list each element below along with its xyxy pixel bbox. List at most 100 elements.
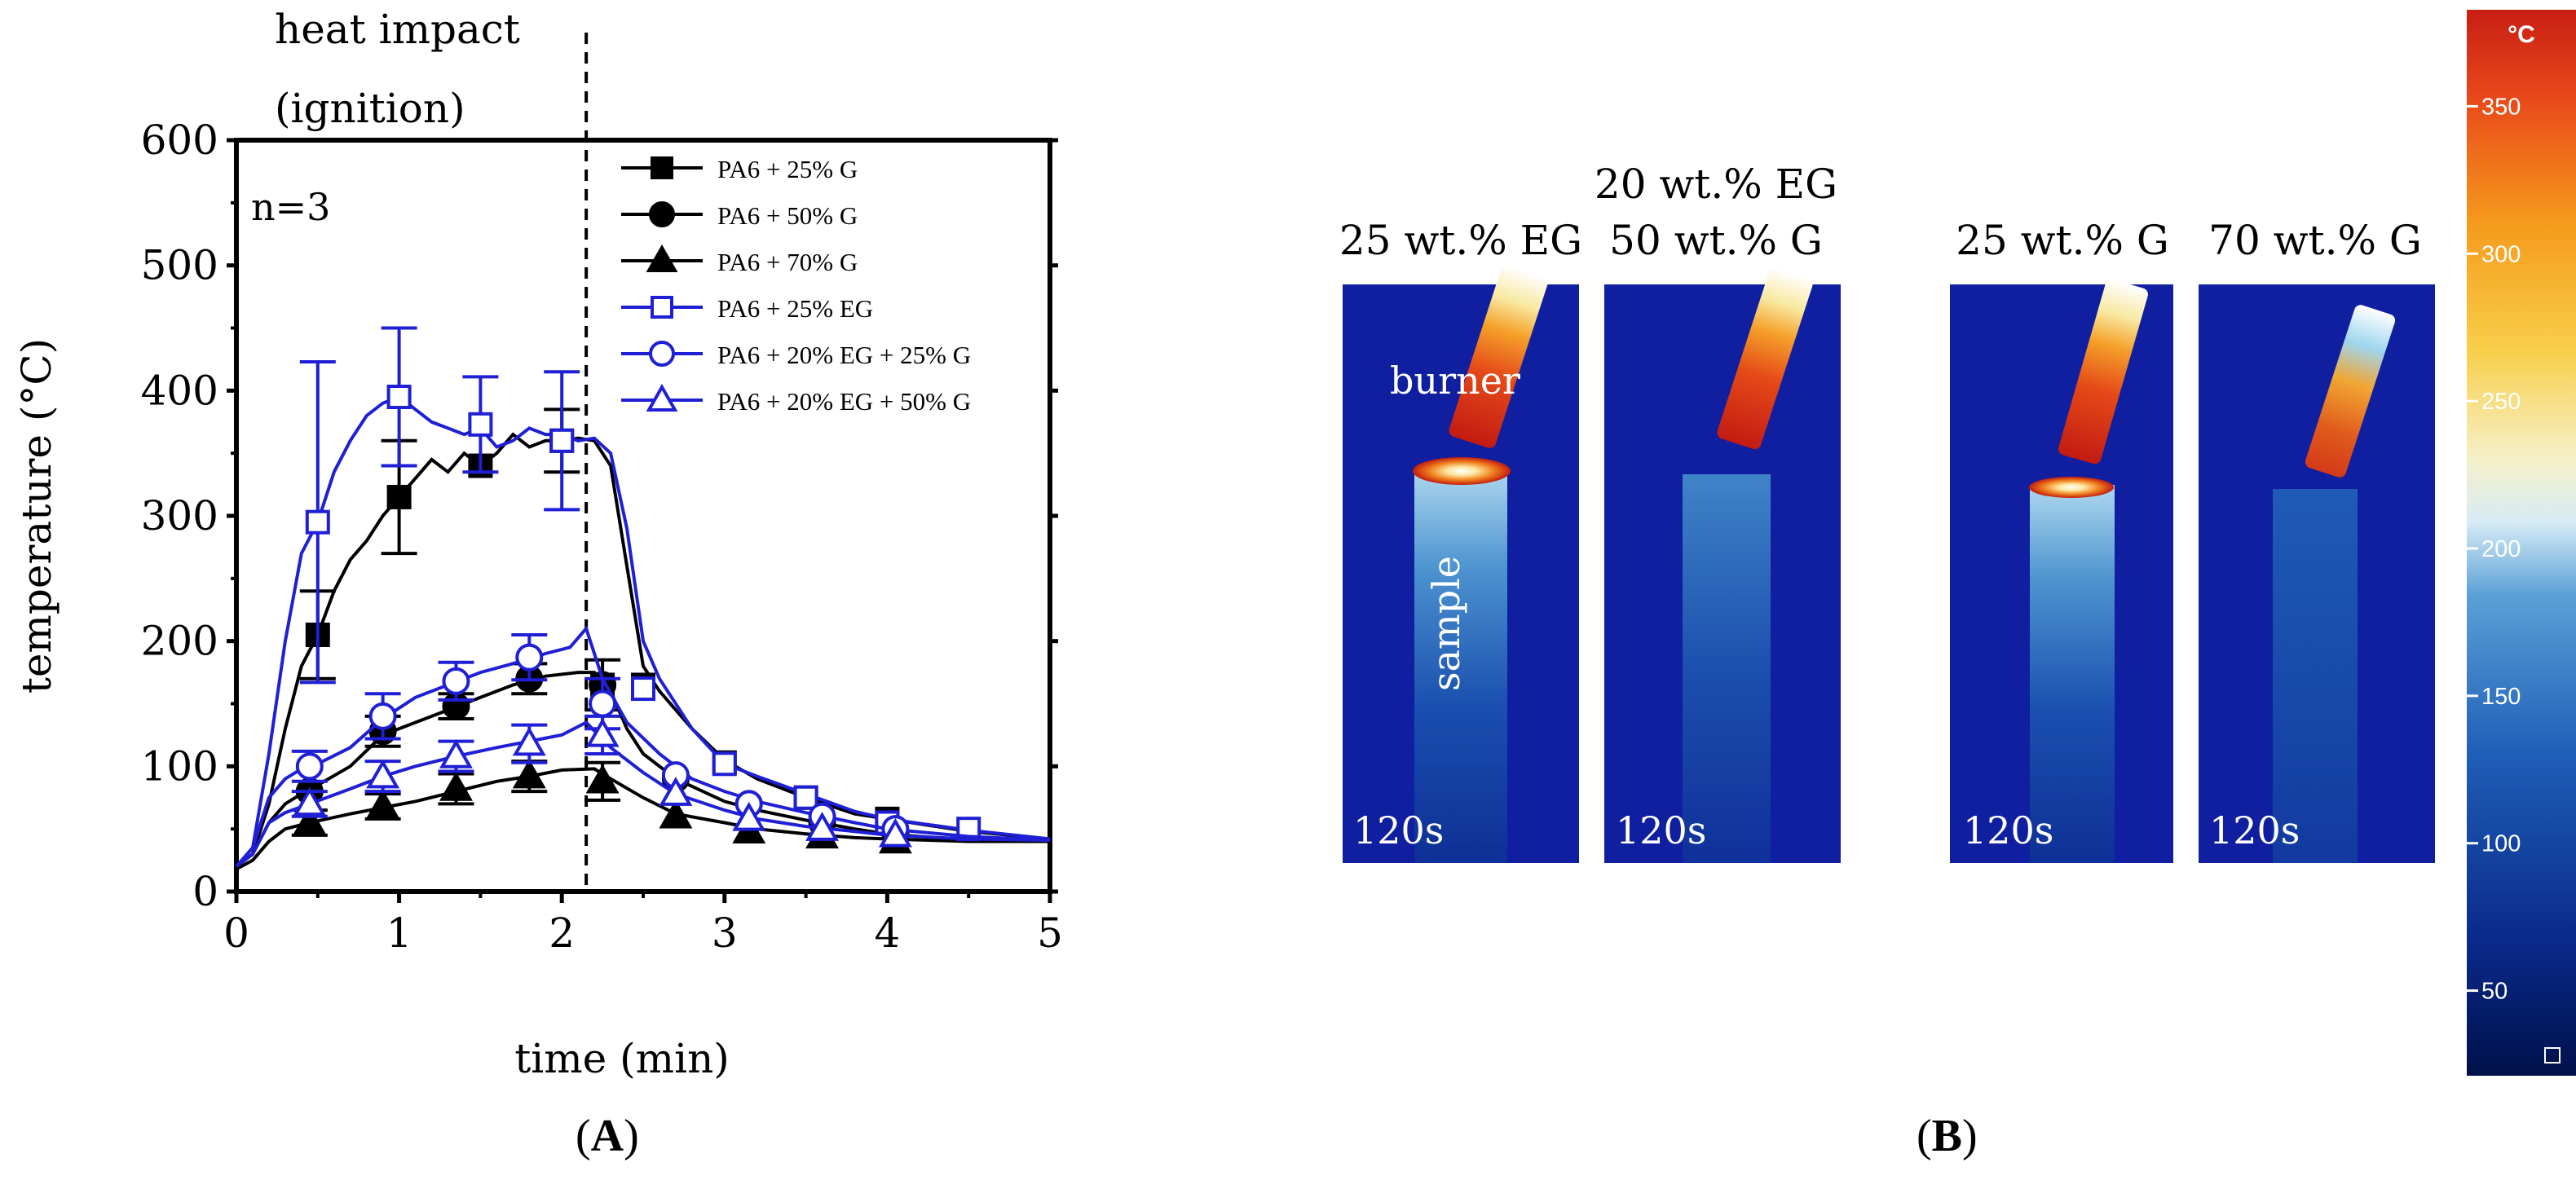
image-title-line2: 50 wt.% G — [1609, 217, 1823, 264]
legend-label: PA6 + 20% EG + 25% G — [717, 341, 971, 369]
y-tick-label: 400 — [141, 367, 218, 414]
plot-frame — [234, 138, 1052, 894]
legend: PA6 + 25% G PA6 + 50% G PA6 + 70% G PA6 + 2… — [621, 155, 971, 416]
legend-label: PA6 + 25% G — [717, 155, 858, 183]
colorbar-tick-label: 250 — [2481, 389, 2521, 415]
data-point — [368, 702, 397, 730]
series-line — [236, 767, 1050, 871]
thermal-image-25eg: burner sample 120s 25 wt.% EG — [1339, 217, 1582, 863]
data-point — [585, 717, 620, 747]
x-tick-label: 2 — [549, 909, 575, 957]
y-axis: 0 100 200 300 400 500 600 — [141, 117, 1058, 915]
colorbar-tick-label: 300 — [2481, 241, 2521, 267]
data-point — [549, 428, 575, 453]
data-point — [442, 667, 470, 695]
data-point — [293, 786, 327, 817]
legend-marker — [646, 383, 678, 412]
y-tick-label: 0 — [192, 868, 218, 915]
x-tick-label: 1 — [386, 909, 412, 957]
sample-count-label: n=3 — [251, 185, 330, 229]
image-title: 70 wt.% G — [2208, 217, 2422, 264]
image-title-line1: 20 wt.% EG — [1595, 161, 1837, 208]
data-point — [468, 412, 493, 437]
x-tick-label: 0 — [223, 909, 249, 957]
data-point — [386, 385, 412, 410]
data-point — [386, 484, 412, 509]
y-tick-label: 100 — [141, 742, 218, 790]
data-point — [439, 739, 473, 768]
colorbar-ticks: 50 100 150 200 250 300 350 — [2467, 94, 2521, 1005]
time-label: 120s — [1353, 808, 1444, 852]
legend-marker — [649, 341, 675, 367]
heat-impact-label-line2: (ignition) — [275, 85, 465, 132]
series-layer — [235, 326, 1051, 871]
series-line — [235, 432, 1051, 868]
panel-label-b: (B) — [1917, 1111, 1978, 1161]
data-point — [305, 509, 330, 535]
series-6 — [235, 714, 1051, 868]
x-tick-label: 4 — [874, 909, 900, 957]
y-tick-label: 500 — [141, 242, 218, 289]
legend-marker — [646, 244, 678, 272]
burner-label: burner — [1390, 359, 1520, 403]
legend-entry: PA6 + 25% G — [621, 155, 858, 183]
data-point — [878, 817, 912, 848]
legend-marker — [651, 156, 673, 179]
data-point — [293, 805, 327, 835]
data-point — [512, 759, 546, 789]
data-point — [366, 789, 400, 819]
panel-label-a: (A) — [576, 1111, 639, 1161]
x-axis: 0 1 2 3 4 5 — [223, 892, 1063, 957]
data-point — [439, 771, 473, 801]
legend-label: PA6 + 25% EG — [717, 294, 873, 323]
sample-label: sample — [1424, 556, 1468, 691]
data-point — [659, 799, 693, 829]
data-point — [659, 777, 693, 806]
thermal-images-panel: burner sample 120s 25 wt.% EG 120s 20 wt… — [1339, 10, 2576, 1076]
x-tick-label: 5 — [1037, 909, 1063, 957]
legend-marker — [651, 296, 673, 319]
colorbar-tick-label: 200 — [2481, 536, 2521, 562]
image-title: 25 wt.% EG — [1339, 217, 1582, 264]
colorbar-tick-label: 100 — [2481, 831, 2521, 857]
data-point — [631, 676, 655, 702]
data-point — [515, 643, 544, 672]
y-tick-label: 200 — [141, 618, 218, 665]
time-label: 120s — [1963, 808, 2053, 852]
thermal-image-70g: 120s 70 wt.% G — [2199, 217, 2435, 863]
data-point — [589, 689, 617, 718]
x-tick-label: 3 — [712, 909, 738, 957]
colorbar-tick-label: 350 — [2481, 94, 2521, 120]
y-tick-label: 300 — [141, 492, 218, 539]
colorbar: °C 50 100 150 200 250 300 350 — [2467, 10, 2576, 1076]
series-3 — [236, 759, 1050, 871]
series-line — [235, 720, 1051, 868]
data-point — [793, 785, 818, 810]
image-title: 25 wt.% G — [1956, 217, 2169, 264]
colorbar-tick-label: 50 — [2481, 979, 2508, 1005]
time-label: 120s — [1616, 808, 1706, 852]
legend-entry: PA6 + 20% EG + 50% G — [621, 383, 971, 416]
legend-label: PA6 + 20% EG + 50% G — [717, 387, 971, 416]
x-axis-label: time (min) — [514, 1035, 730, 1082]
data-point — [295, 752, 324, 781]
legend-entry: PA6 + 50% G — [621, 201, 858, 230]
data-point — [805, 812, 840, 841]
y-axis-label: temperature (°C) — [13, 338, 60, 694]
legend-entry: PA6 + 25% EG — [621, 294, 873, 323]
data-point — [712, 751, 737, 777]
colorbar-corner-icon — [2544, 1047, 2561, 1063]
legend-label: PA6 + 70% G — [717, 248, 858, 276]
heat-impact-label-line1: heat impact — [275, 6, 520, 53]
y-tick-label: 600 — [141, 117, 218, 164]
data-point — [732, 801, 766, 831]
data-point — [585, 764, 620, 794]
thermal-image-25g: 120s 25 wt.% G — [1950, 217, 2173, 863]
legend-label: PA6 + 50% G — [717, 201, 858, 230]
colorbar-unit: °C — [2508, 21, 2535, 48]
time-label: 120s — [2209, 808, 2300, 852]
data-point — [512, 726, 546, 756]
data-point — [366, 759, 400, 789]
